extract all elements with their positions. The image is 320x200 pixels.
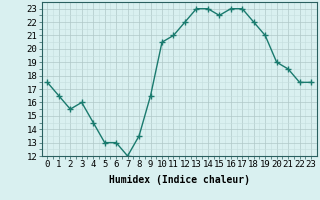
X-axis label: Humidex (Indice chaleur): Humidex (Indice chaleur) [109, 175, 250, 185]
